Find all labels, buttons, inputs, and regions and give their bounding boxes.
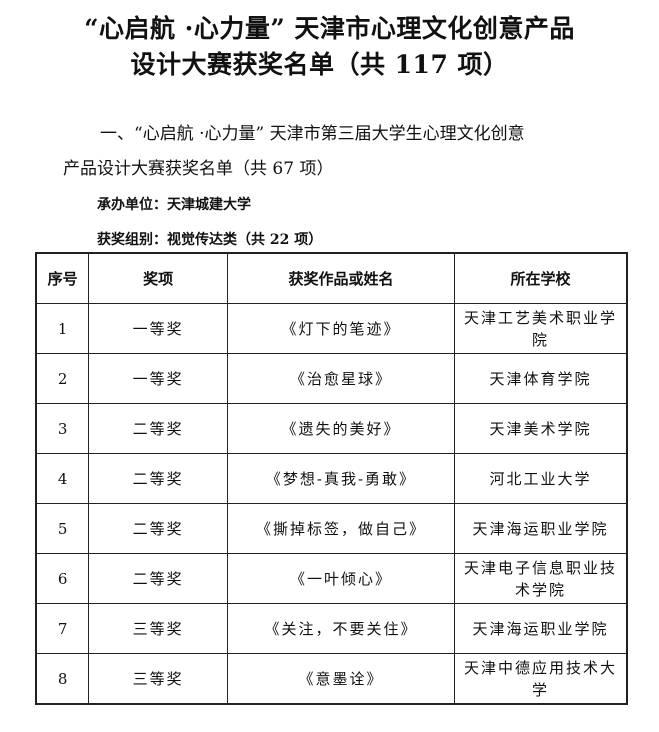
cell-index: 5 xyxy=(35,503,90,554)
document-title-line1: “心启航 ·心力量” 天津市心理文化创意产品 xyxy=(84,14,575,43)
cell-index: 2 xyxy=(35,353,90,404)
cell-index: 4 xyxy=(35,453,90,504)
cell-index: 7 xyxy=(35,603,90,654)
table-row: 7 三等奖 《关注，不要关住》 天津海运职业学院 xyxy=(35,603,628,654)
table-row: 8 三等奖 《意墨诠》 天津中德应用技术大学 xyxy=(35,653,628,705)
cell-award: 二等奖 xyxy=(88,503,228,554)
cell-work: 《治愈星球》 xyxy=(226,353,456,404)
header-award: 奖项 xyxy=(88,252,228,304)
cell-school: 天津美术学院 xyxy=(454,403,628,454)
cell-school: 天津海运职业学院 xyxy=(454,603,628,654)
cell-award: 一等奖 xyxy=(88,303,228,354)
table-row: 4 二等奖 《梦想-真我-勇敢》 河北工业大学 xyxy=(35,453,628,504)
cell-school: 天津工艺美术职业学院 xyxy=(454,303,628,354)
cell-index: 6 xyxy=(35,553,90,604)
cell-index: 1 xyxy=(35,303,90,354)
cell-award: 三等奖 xyxy=(88,653,228,705)
cell-work: 《遗失的美好》 xyxy=(226,403,456,454)
section-heading-line2: 产品设计大赛获奖名单（共 67 项） xyxy=(63,159,334,179)
cell-work: 《灯下的笔迹》 xyxy=(226,303,456,354)
header-school: 所在学校 xyxy=(454,252,628,304)
cell-work: 《一叶倾心》 xyxy=(226,553,456,604)
table-row: 6 二等奖 《一叶倾心》 天津电子信息职业技术学院 xyxy=(35,553,628,604)
awards-table: 序号 奖项 获奖作品或姓名 所在学校 1 一等奖 《灯下的笔迹》 天津工艺美术职业学院… xyxy=(35,252,628,705)
cell-index: 8 xyxy=(35,653,90,705)
cell-award: 一等奖 xyxy=(88,353,228,404)
table-row: 5 二等奖 《撕掉标签，做自己》 天津海运职业学院 xyxy=(35,503,628,554)
cell-award: 二等奖 xyxy=(88,553,228,604)
cell-school: 河北工业大学 xyxy=(454,453,628,504)
document-title-line2: 设计大赛获奖名单（共 117 项） xyxy=(130,50,509,79)
cell-award: 三等奖 xyxy=(88,603,228,654)
table-row: 3 二等奖 《遗失的美好》 天津美术学院 xyxy=(35,403,628,454)
table-header-row: 序号 奖项 获奖作品或姓名 所在学校 xyxy=(35,252,628,304)
organizer-label: 承办单位：天津城建大学 xyxy=(97,197,251,213)
award-category-label: 获奖组别：视觉传达类（共 22 项） xyxy=(97,232,323,248)
header-work: 获奖作品或姓名 xyxy=(226,252,456,304)
section-heading-line1: 一、“心启航 ·心力量” 天津市第三届大学生心理文化创意 xyxy=(100,124,525,144)
cell-work: 《意墨诠》 xyxy=(226,653,456,705)
cell-work: 《撕掉标签，做自己》 xyxy=(226,503,456,554)
cell-work: 《梦想-真我-勇敢》 xyxy=(226,453,456,504)
cell-school: 天津海运职业学院 xyxy=(454,503,628,554)
cell-index: 3 xyxy=(35,403,90,454)
cell-work: 《关注，不要关住》 xyxy=(226,603,456,654)
cell-school: 天津体育学院 xyxy=(454,353,628,404)
cell-school: 天津电子信息职业技术学院 xyxy=(454,553,628,604)
cell-school: 天津中德应用技术大学 xyxy=(454,653,628,705)
header-index: 序号 xyxy=(35,252,90,304)
cell-award: 二等奖 xyxy=(88,453,228,504)
table-row: 2 一等奖 《治愈星球》 天津体育学院 xyxy=(35,353,628,404)
table-row: 1 一等奖 《灯下的笔迹》 天津工艺美术职业学院 xyxy=(35,303,628,354)
cell-award: 二等奖 xyxy=(88,403,228,454)
